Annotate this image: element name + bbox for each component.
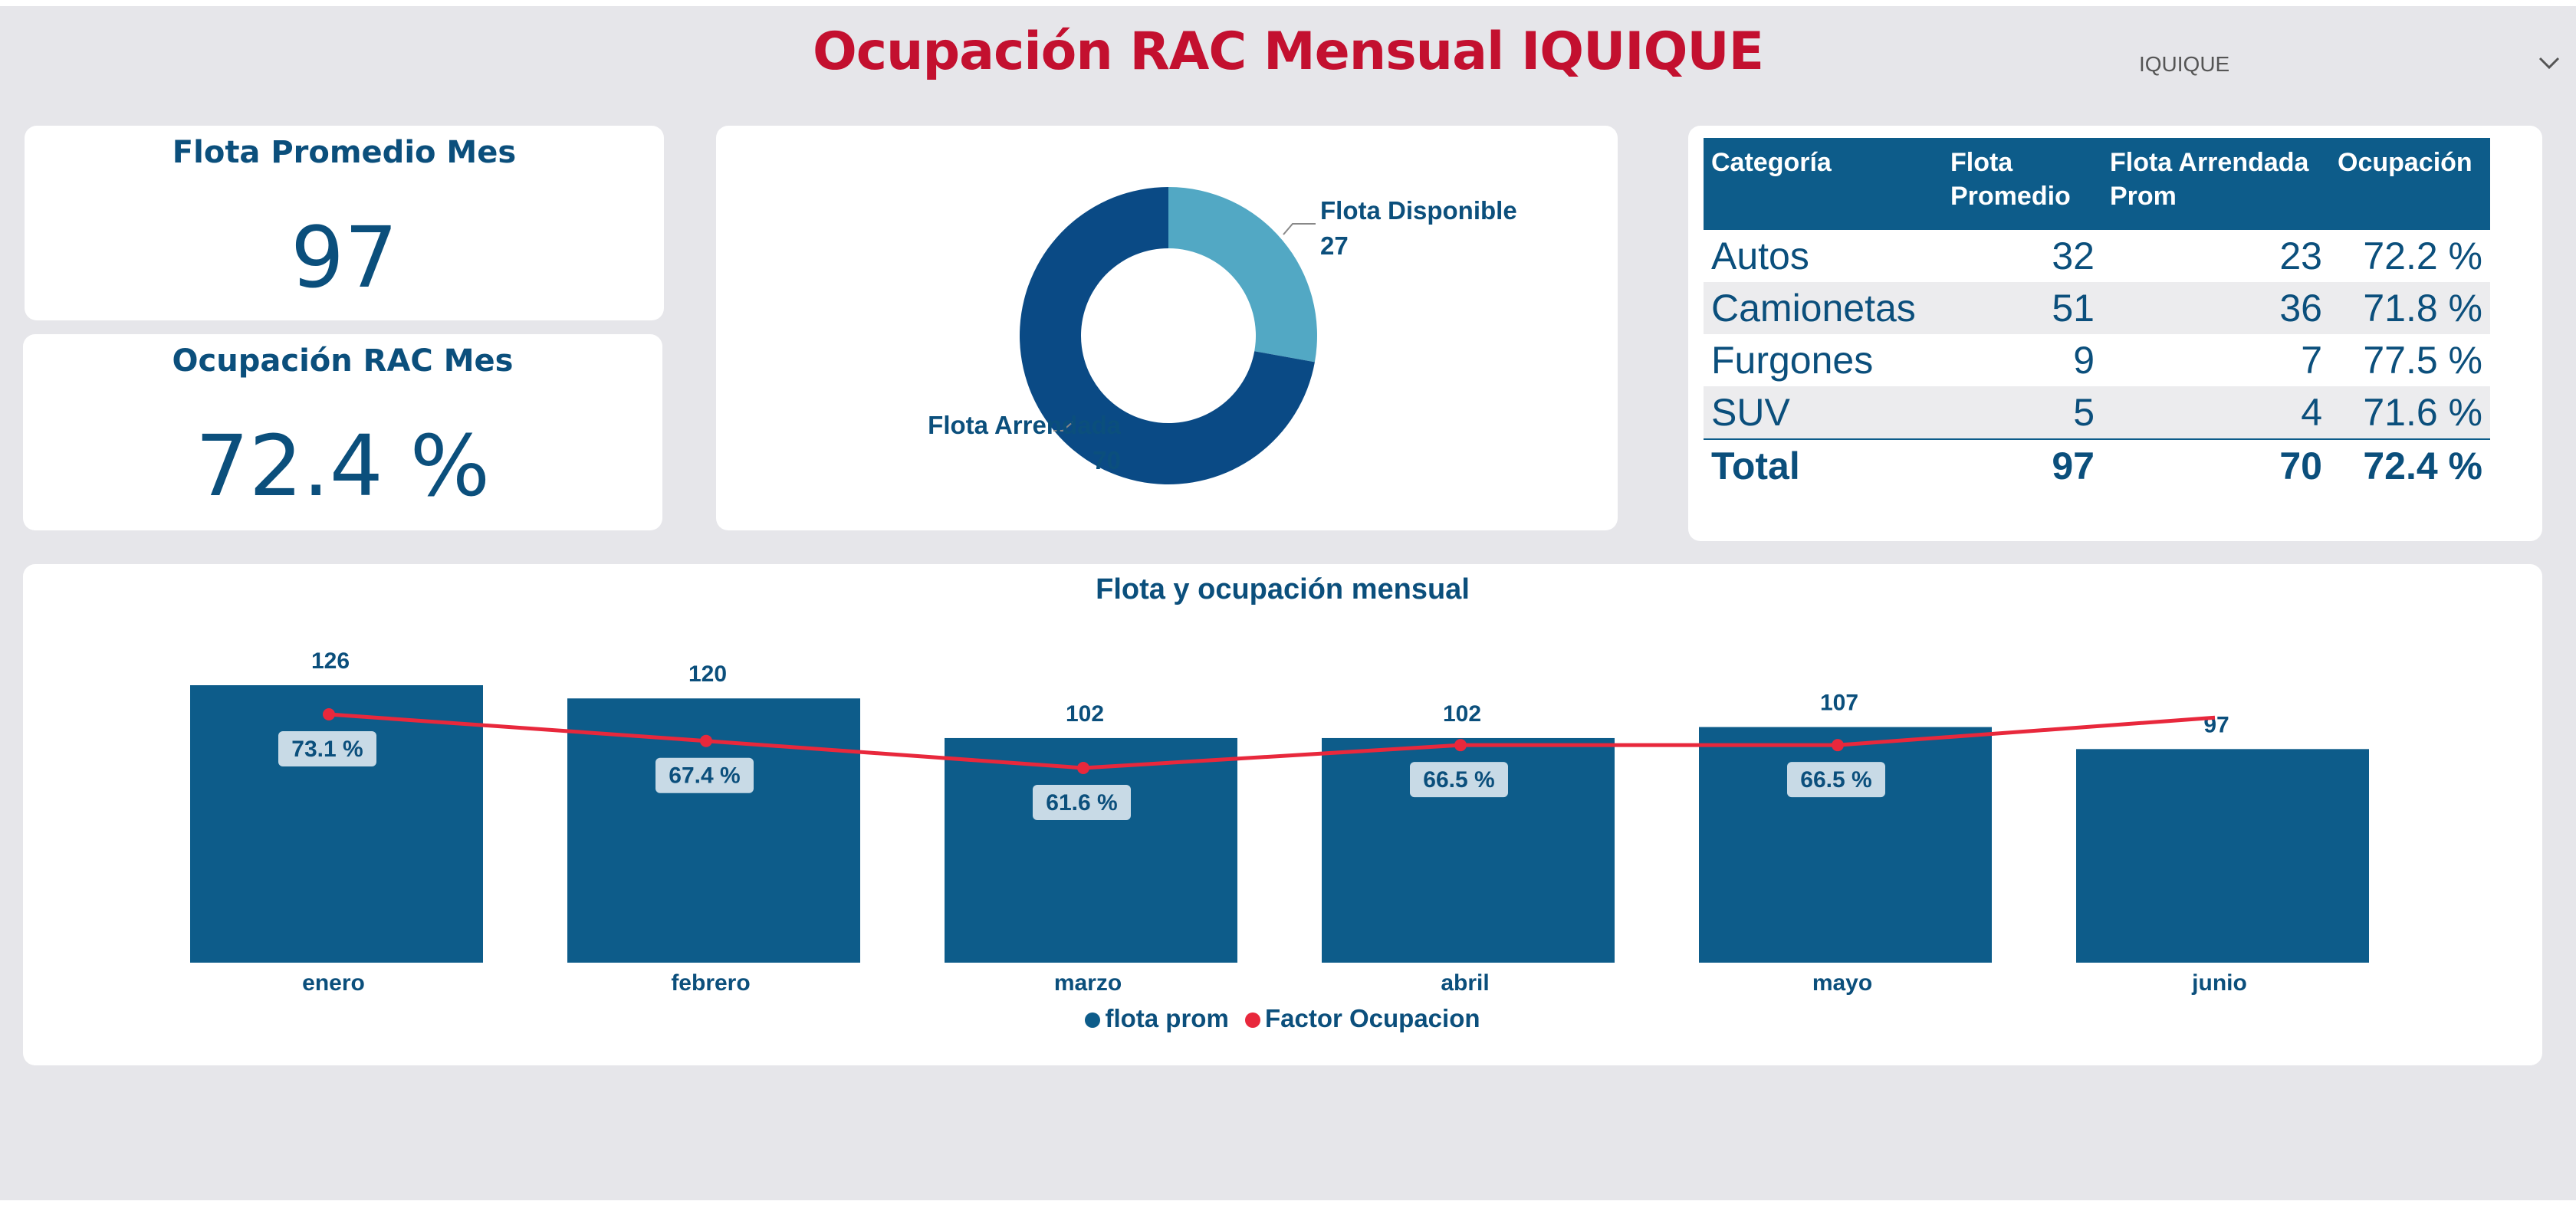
- donut-label-arrendada: Flota Arrendada 70: [816, 408, 1121, 478]
- table-row: Furgones 9 7 77.5 %: [1704, 334, 2490, 386]
- table-total-row: Total 97 70 72.4 %: [1704, 438, 2490, 492]
- table-row: SUV 5 4 71.6 %: [1704, 386, 2490, 439]
- kpi-value: 97: [291, 208, 398, 307]
- line-label-background: [1787, 762, 1885, 798]
- line-label-background: [1033, 785, 1131, 820]
- cell-categoria: Autos: [1711, 235, 1809, 277]
- chart-title: Flota y ocupación mensual: [1096, 573, 1470, 606]
- line-data-label: 66.5 %: [1423, 767, 1494, 793]
- donut-slice-disponible[interactable]: [1168, 187, 1317, 363]
- cell-ocupacion: 71.8 %: [2330, 282, 2490, 334]
- table-row: Camionetas 51 36 71.8 %: [1704, 282, 2490, 334]
- x-axis-label: enero: [302, 970, 365, 996]
- cell-categoria: Camionetas: [1704, 282, 1943, 334]
- kpi-value: 72.4 %: [195, 417, 491, 515]
- bar-data-label: 102: [1443, 701, 1481, 727]
- donut-card: Flota Disponible 27 Flota Arrendada 70: [716, 126, 1618, 530]
- donut-label-name: Flota Disponible: [1320, 196, 1517, 225]
- page-title: Ocupación RAC Mensual IQUIQUE: [812, 21, 1764, 82]
- line-point[interactable]: [1454, 739, 1467, 752]
- legend-label: flota prom: [1105, 1004, 1229, 1032]
- cell-ocupacion: 72.2 %: [2363, 235, 2482, 277]
- line-data-label: 67.4 %: [669, 763, 740, 789]
- line-data-label: 61.6 %: [1046, 790, 1117, 816]
- combo-chart: 126 enero 120 febrero 102 marzo 102 abril 107 may…: [190, 648, 2369, 996]
- category-table: Categoría Flota Promedio Flota Arrendada…: [1704, 138, 2490, 492]
- donut-chart: [1020, 187, 1317, 484]
- line-point[interactable]: [1077, 762, 1089, 774]
- cell-categoria: SUV: [1704, 386, 1943, 439]
- cell-categoria: Furgones: [1711, 339, 1874, 382]
- cell-arrendada: 4: [2102, 386, 2330, 439]
- donut-label-value: 27: [1320, 231, 1349, 260]
- header-flota-arrendada[interactable]: Flota Arrendada Prom: [2102, 138, 2330, 230]
- x-axis-label: abril: [1441, 970, 1489, 996]
- cell-arrendada: 36: [2102, 282, 2330, 334]
- cell-flota: 9: [2073, 339, 2095, 382]
- legend-marker: [1085, 1012, 1101, 1029]
- report-canvas: Ocupación RAC Mensual IQUIQUE IQUIQUE Fl…: [0, 6, 2576, 1200]
- cell-arrendada: 23: [2279, 235, 2322, 277]
- line-data-label: 73.1 %: [291, 737, 363, 762]
- bar-marzo[interactable]: [945, 737, 1237, 963]
- legend-marker: [1244, 1012, 1260, 1029]
- bar-febrero[interactable]: [567, 698, 860, 963]
- bar-data-label: 120: [688, 661, 727, 687]
- kpi-title: Ocupación RAC Mes: [172, 343, 514, 379]
- cell-flota: 5: [1943, 386, 2102, 439]
- line-label-background: [1410, 762, 1508, 798]
- chart-legend: flota prom Factor Ocupacion: [23, 1004, 2542, 1033]
- x-axis-label: junio: [2191, 970, 2247, 996]
- donut-label-disponible: Flota Disponible 27: [1320, 193, 1517, 264]
- leader-line: [1053, 421, 1074, 432]
- line-label-background: [656, 757, 754, 793]
- bar-junio[interactable]: [2076, 749, 2369, 963]
- cell-ocupacion: 77.5 %: [2363, 339, 2482, 382]
- line-point[interactable]: [700, 734, 712, 747]
- header-categoria[interactable]: Categoría: [1704, 138, 1943, 230]
- bar-data-label: 102: [1066, 701, 1104, 727]
- legend-item-flota[interactable]: flota prom: [1085, 1004, 1229, 1033]
- line-point[interactable]: [323, 708, 335, 720]
- header-flota-promedio[interactable]: Flota Promedio: [1943, 138, 2102, 230]
- chevron-down-icon[interactable]: [2538, 54, 2561, 72]
- cell-flota: 32: [2052, 235, 2095, 277]
- x-axis-label: marzo: [1054, 970, 1122, 996]
- donut-label-value: 70: [1092, 446, 1121, 474]
- bar-enero[interactable]: [190, 685, 483, 963]
- donut-slice-arrendada[interactable]: [1020, 187, 1315, 484]
- kpi-title: Flota Promedio Mes: [172, 135, 517, 170]
- category-table-card: Categoría Flota Promedio Flota Arrendada…: [1688, 126, 2542, 541]
- monthly-chart-card: Flota y ocupación mensual 126 enero 120 feb…: [23, 564, 2542, 1065]
- slicer-value: IQUIQUE: [2139, 52, 2230, 76]
- legend-item-ocupacion[interactable]: Factor Ocupacion: [1244, 1004, 1480, 1033]
- cell-total-label: Total: [1704, 438, 1943, 492]
- line-data-label: 66.5 %: [1800, 767, 1871, 793]
- cell-total-ocupacion: 72.4 %: [2330, 438, 2490, 492]
- header-ocupacion[interactable]: Ocupación: [2330, 138, 2490, 230]
- legend-label: Factor Ocupacion: [1264, 1004, 1480, 1032]
- cell-arrendada: 7: [2301, 339, 2322, 382]
- line-label-background: [278, 731, 376, 766]
- donut-label-name: Flota Arrendada: [928, 411, 1121, 439]
- kpi-card-ocupacion: Ocupación RAC Mes 72.4 %: [23, 334, 662, 530]
- x-axis-label: febrero: [671, 970, 750, 996]
- cell-total-flota: 97: [1943, 438, 2102, 492]
- kpi-card-flota: Flota Promedio Mes 97: [25, 126, 664, 320]
- line-factor-ocupacion[interactable]: [328, 712, 2216, 770]
- leader-line: [1283, 223, 1316, 235]
- cell-ocupacion: 71.6 %: [2330, 386, 2490, 439]
- bar-data-label: 97: [2203, 712, 2229, 737]
- bar-data-label: 126: [311, 648, 350, 674]
- table-header-row: Categoría Flota Promedio Flota Arrendada…: [1704, 138, 2490, 230]
- region-slicer[interactable]: IQUIQUE: [2139, 49, 2561, 80]
- table-row: Autos 32 23 72.2 %: [1704, 230, 2490, 282]
- x-axis-label: mayo: [1812, 970, 1872, 996]
- cell-flota: 51: [1943, 282, 2102, 334]
- bar-data-label: 107: [1820, 691, 1858, 716]
- cell-total-arrendada: 70: [2102, 438, 2330, 492]
- line-point[interactable]: [1832, 739, 1844, 752]
